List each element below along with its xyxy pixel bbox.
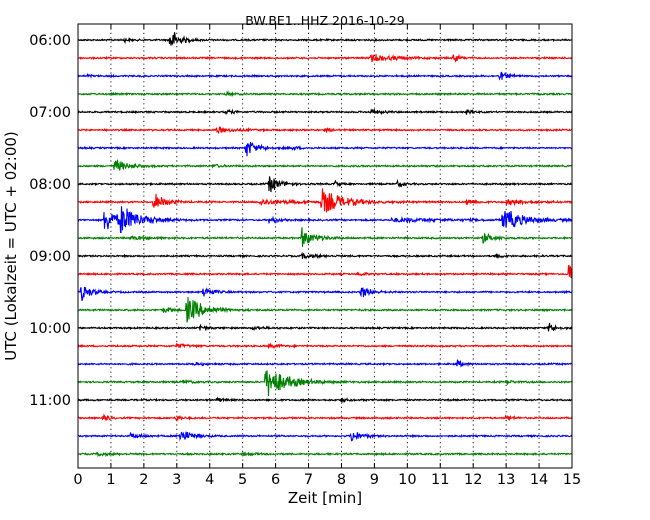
trace-0600	[77, 32, 573, 46]
trace-0800	[77, 176, 573, 193]
trace-0815	[77, 188, 573, 213]
trace-1115	[77, 413, 573, 422]
x-tick-label: 9	[370, 472, 379, 488]
x-tick-label: 5	[238, 472, 247, 488]
trace-0845	[77, 227, 573, 247]
y-tick-label: 09:00	[29, 249, 71, 265]
trace-1100	[77, 396, 573, 404]
trace-0900	[77, 251, 573, 260]
trace-0615	[77, 53, 573, 63]
x-tick-label: 1	[106, 472, 115, 488]
x-tick-label: 13	[497, 472, 515, 488]
chart-title: BW.BE1..HHZ 2016-10-29	[245, 13, 404, 28]
trace-0730	[77, 141, 573, 157]
trace-0630	[77, 71, 573, 81]
y-tick-label: 07:00	[29, 105, 71, 121]
trace-0945	[77, 296, 573, 323]
y-tick-label: 06:00	[29, 33, 71, 49]
x-tick-label: 6	[271, 472, 280, 488]
y-tick-label: 08:00	[29, 177, 71, 193]
seismic-traces	[77, 32, 573, 458]
x-tick-label: 7	[304, 472, 313, 488]
trace-0715	[77, 125, 573, 135]
x-axis-label: Zeit [min]	[288, 489, 362, 507]
x-tick-label: 3	[172, 472, 181, 488]
trace-1015	[77, 343, 573, 350]
x-tick-label: 10	[398, 472, 416, 488]
y-axis-ticks: 06:00 07:00 08:00 09:00 10:00 11:00	[29, 33, 572, 409]
trace-0930	[77, 286, 573, 301]
x-tick-label: 2	[139, 472, 148, 488]
y-axis-label: UTC (Lokalzeit = UTC + 02:00)	[2, 131, 20, 361]
x-axis-ticks: 0 1 2 3 4 5 6 7 8 9 10 11 12 13 14 15	[73, 24, 581, 488]
y-tick-label: 11:00	[29, 393, 71, 409]
x-tick-label: 4	[205, 472, 214, 488]
trace-0915	[77, 264, 573, 278]
trace-0745	[77, 159, 573, 171]
x-tick-label: 11	[431, 472, 449, 488]
y-tick-label: 10:00	[29, 321, 71, 337]
x-tick-label: 12	[464, 472, 482, 488]
trace-1000	[77, 322, 573, 332]
trace-0830	[77, 206, 573, 234]
x-tick-label: 15	[563, 472, 581, 488]
trace-1130	[77, 431, 573, 442]
vertical-grid	[110, 24, 540, 468]
x-tick-label: 8	[337, 472, 346, 488]
trace-0645	[77, 89, 573, 98]
x-tick-label: 14	[530, 472, 548, 488]
x-tick-label: 0	[73, 472, 82, 488]
trace-1030	[77, 359, 573, 368]
plot-frame	[77, 23, 573, 469]
trace-0700	[77, 108, 573, 116]
trace-1145	[77, 451, 573, 458]
trace-1045	[77, 370, 573, 397]
